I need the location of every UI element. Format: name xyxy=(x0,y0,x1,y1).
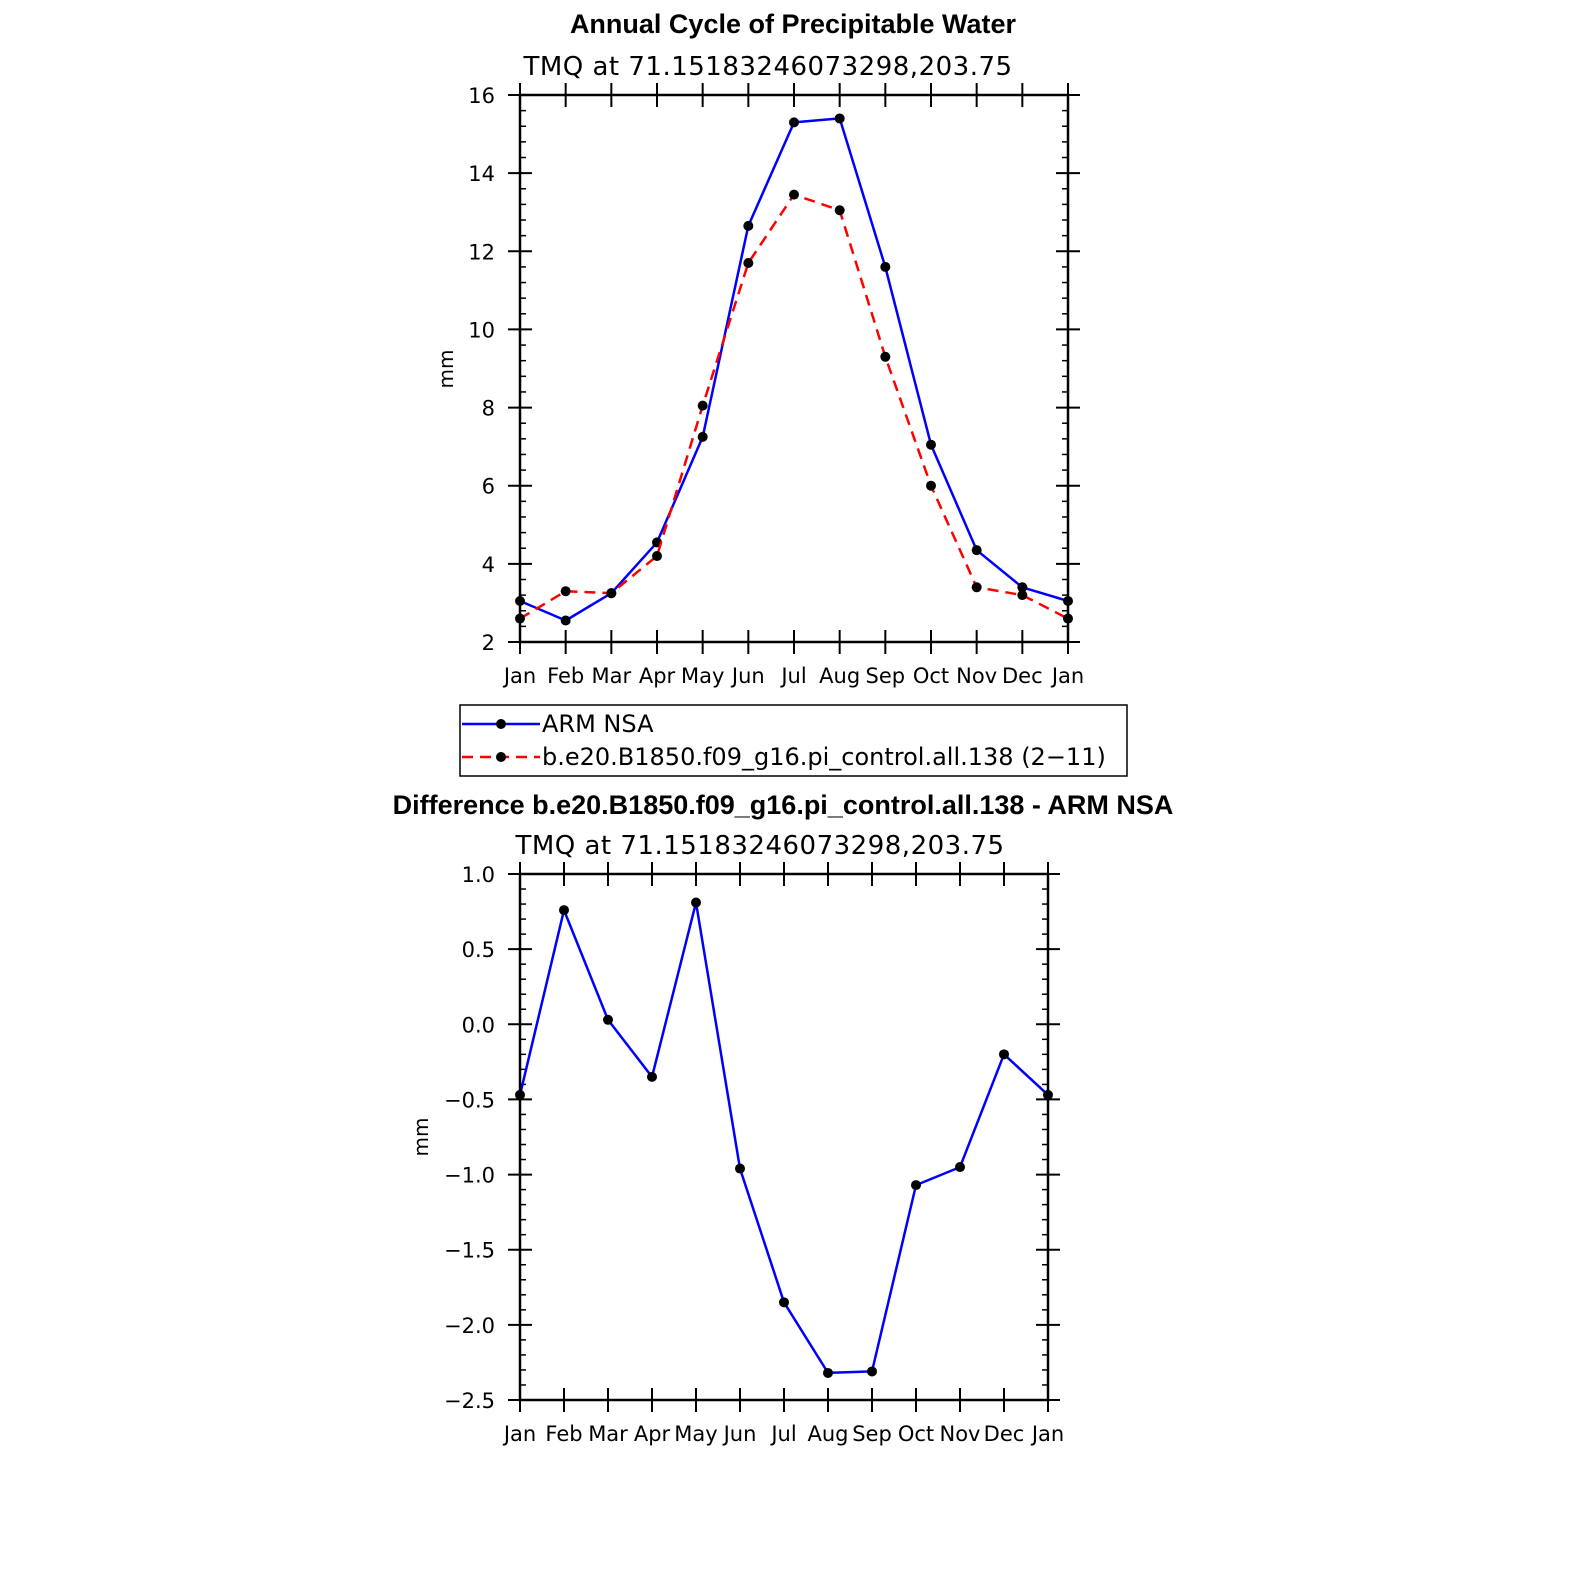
data-point-arm-nsa-0-1 xyxy=(560,615,571,626)
data-point-difference-0-2 xyxy=(603,1014,613,1025)
x-tick-label-apr-3: Apr xyxy=(639,664,676,688)
x-tick-label-sep-8: Sep xyxy=(866,664,906,688)
y-tick-label-6: 0.5 xyxy=(462,938,495,962)
plot-frame xyxy=(518,872,1050,1402)
data-point-b-e20-b1850-f09-g16-pi-control-all-138-2-11-1-2 xyxy=(606,588,617,599)
legend-marker-arm-nsa xyxy=(496,719,506,729)
y-tick-label-5: 12 xyxy=(468,240,495,264)
x-tick-label-feb-1: Feb xyxy=(547,664,584,688)
legend: ARM NSA b.e20.B1850.f09_g16.pi_control.a… xyxy=(459,704,1128,777)
data-point-difference-0-3 xyxy=(647,1071,657,1082)
data-point-b-e20-b1850-f09-g16-pi-control-all-138-2-11-1-5 xyxy=(743,258,754,269)
y-tick-label-2: 6 xyxy=(482,475,495,499)
x-tick-label-jan-0: Jan xyxy=(502,1422,536,1446)
difference-chart: Difference b.e20.B1850.f09_g16.pi_contro… xyxy=(393,790,1174,1446)
data-point-arm-nsa-0-10 xyxy=(971,545,982,556)
tick-layer: Jan Feb Mar Apr May Jun Jul Aug Sep Oct Nov Dec Jan 2… xyxy=(468,83,1084,688)
series-layer xyxy=(515,113,1073,626)
y-tick-label-7: 1.0 xyxy=(462,863,495,887)
data-point-arm-nsa-0-6 xyxy=(789,117,799,128)
series-line-b-e20-b1850-f09-g16-pi-control-all-138-2-11-1 xyxy=(519,193,1069,620)
y-tick-label-4: −0.5 xyxy=(444,1088,495,1112)
data-point-arm-nsa-0-7 xyxy=(834,113,845,124)
legend-box xyxy=(459,704,1128,777)
y-tick-label-3: 8 xyxy=(482,397,495,421)
y-tick-label-1: −2.0 xyxy=(444,1314,495,1338)
data-point-arm-nsa-0-11 xyxy=(1017,582,1028,593)
x-tick-label-feb-1: Feb xyxy=(545,1422,582,1446)
series-layer xyxy=(515,897,1053,1378)
x-tick-label-apr-3: Apr xyxy=(634,1422,671,1446)
x-tick-label-dec-11: Dec xyxy=(1002,664,1043,688)
y-tick-label-5: 0.0 xyxy=(462,1013,495,1037)
x-tick-label-oct-9: Oct xyxy=(913,664,949,688)
data-point-difference-0-4 xyxy=(691,897,701,908)
y-tick-label-0: −2.5 xyxy=(444,1389,495,1413)
x-tick-label-jun-5: Jun xyxy=(722,1422,757,1446)
data-point-difference-0-11 xyxy=(999,1049,1009,1060)
chart-subtitle: TMQ at 71.15183246073298,203.75 xyxy=(514,831,1004,861)
data-point-b-e20-b1850-f09-g16-pi-control-all-138-2-11-1-11 xyxy=(1017,590,1028,601)
y-tick-label-7: 16 xyxy=(468,84,495,108)
x-tick-label-jun-5: Jun xyxy=(730,664,765,688)
data-point-b-e20-b1850-f09-g16-pi-control-all-138-2-11-1-9 xyxy=(926,480,936,491)
y-tick-label-1: 4 xyxy=(482,553,495,577)
data-point-difference-0-5 xyxy=(735,1163,745,1174)
data-point-difference-0-6 xyxy=(779,1297,789,1308)
chart-title: Annual Cycle of Precipitable Water xyxy=(570,9,1017,39)
data-point-difference-0-9 xyxy=(911,1180,921,1191)
data-point-arm-nsa-0-5 xyxy=(743,220,754,231)
x-tick-label-nov-10: Nov xyxy=(956,664,997,688)
x-tick-label-aug-7: Aug xyxy=(807,1422,848,1446)
legend-marker-model xyxy=(496,752,506,762)
y-tick-label-6: 14 xyxy=(468,162,495,186)
tick-layer: Jan Feb Mar Apr May Jun Jul Aug Sep Oct Nov Dec Jan−… xyxy=(444,862,1064,1446)
data-point-difference-0-10 xyxy=(955,1162,965,1173)
x-tick-label-sep-8: Sep xyxy=(852,1422,892,1446)
x-tick-label-jul-6: Jul xyxy=(769,1422,796,1446)
x-tick-label-oct-9: Oct xyxy=(898,1422,934,1446)
y-axis-label: mm xyxy=(409,1118,433,1157)
legend-entry-arm-nsa: ARM NSA xyxy=(462,710,654,738)
data-point-b-e20-b1850-f09-g16-pi-control-all-138-2-11-1-8 xyxy=(880,351,891,362)
data-point-b-e20-b1850-f09-g16-pi-control-all-138-2-11-1-7 xyxy=(834,205,845,216)
x-tick-label-aug-7: Aug xyxy=(819,664,860,688)
x-tick-label-jan-0: Jan xyxy=(502,664,536,688)
data-point-b-e20-b1850-f09-g16-pi-control-all-138-2-11-1-1 xyxy=(560,586,571,597)
x-tick-label-mar-2: Mar xyxy=(592,664,632,688)
chart-subtitle: TMQ at 71.15183246073298,203.75 xyxy=(522,52,1012,82)
y-tick-label-2: −1.5 xyxy=(444,1239,495,1263)
x-tick-label-mar-2: Mar xyxy=(588,1422,628,1446)
data-point-arm-nsa-0-8 xyxy=(880,261,891,272)
y-tick-label-4: 10 xyxy=(468,318,495,342)
legend-entry-model: b.e20.B1850.f09_g16.pi_control.all.138 (… xyxy=(462,743,1106,771)
legend-label-model: b.e20.B1850.f09_g16.pi_control.all.138 (… xyxy=(542,743,1106,771)
y-tick-label-3: −1.0 xyxy=(444,1164,495,1188)
x-tick-label-jan-12: Jan xyxy=(1030,1422,1064,1446)
data-point-arm-nsa-0-4 xyxy=(697,431,708,442)
plot-frame xyxy=(518,93,1070,644)
data-point-difference-0-1 xyxy=(559,905,569,916)
x-tick-label-may-4: May xyxy=(674,1422,717,1446)
data-point-b-e20-b1850-f09-g16-pi-control-all-138-2-11-1-10 xyxy=(971,582,982,593)
data-point-b-e20-b1850-f09-g16-pi-control-all-138-2-11-1-6 xyxy=(789,189,799,200)
annual-cycle-chart: Annual Cycle of Precipitable Water TMQ a… xyxy=(434,9,1084,688)
x-tick-label-jan-12: Jan xyxy=(1050,664,1084,688)
data-point-difference-0-7 xyxy=(823,1367,833,1378)
data-point-b-e20-b1850-f09-g16-pi-control-all-138-2-11-1-4 xyxy=(697,400,708,411)
y-tick-label-0: 2 xyxy=(482,631,495,655)
data-point-difference-0-8 xyxy=(867,1366,877,1377)
y-axis-label: mm xyxy=(434,350,458,389)
data-point-b-e20-b1850-f09-g16-pi-control-all-138-2-11-1-3 xyxy=(652,551,662,562)
x-tick-label-jul-6: Jul xyxy=(779,664,806,688)
x-tick-label-dec-11: Dec xyxy=(984,1422,1025,1446)
chart-title: Difference b.e20.B1850.f09_g16.pi_contro… xyxy=(393,790,1174,820)
x-tick-label-nov-10: Nov xyxy=(940,1422,981,1446)
x-tick-label-may-4: May xyxy=(681,664,724,688)
legend-label-arm-nsa: ARM NSA xyxy=(542,710,654,738)
data-point-arm-nsa-0-9 xyxy=(926,439,936,450)
